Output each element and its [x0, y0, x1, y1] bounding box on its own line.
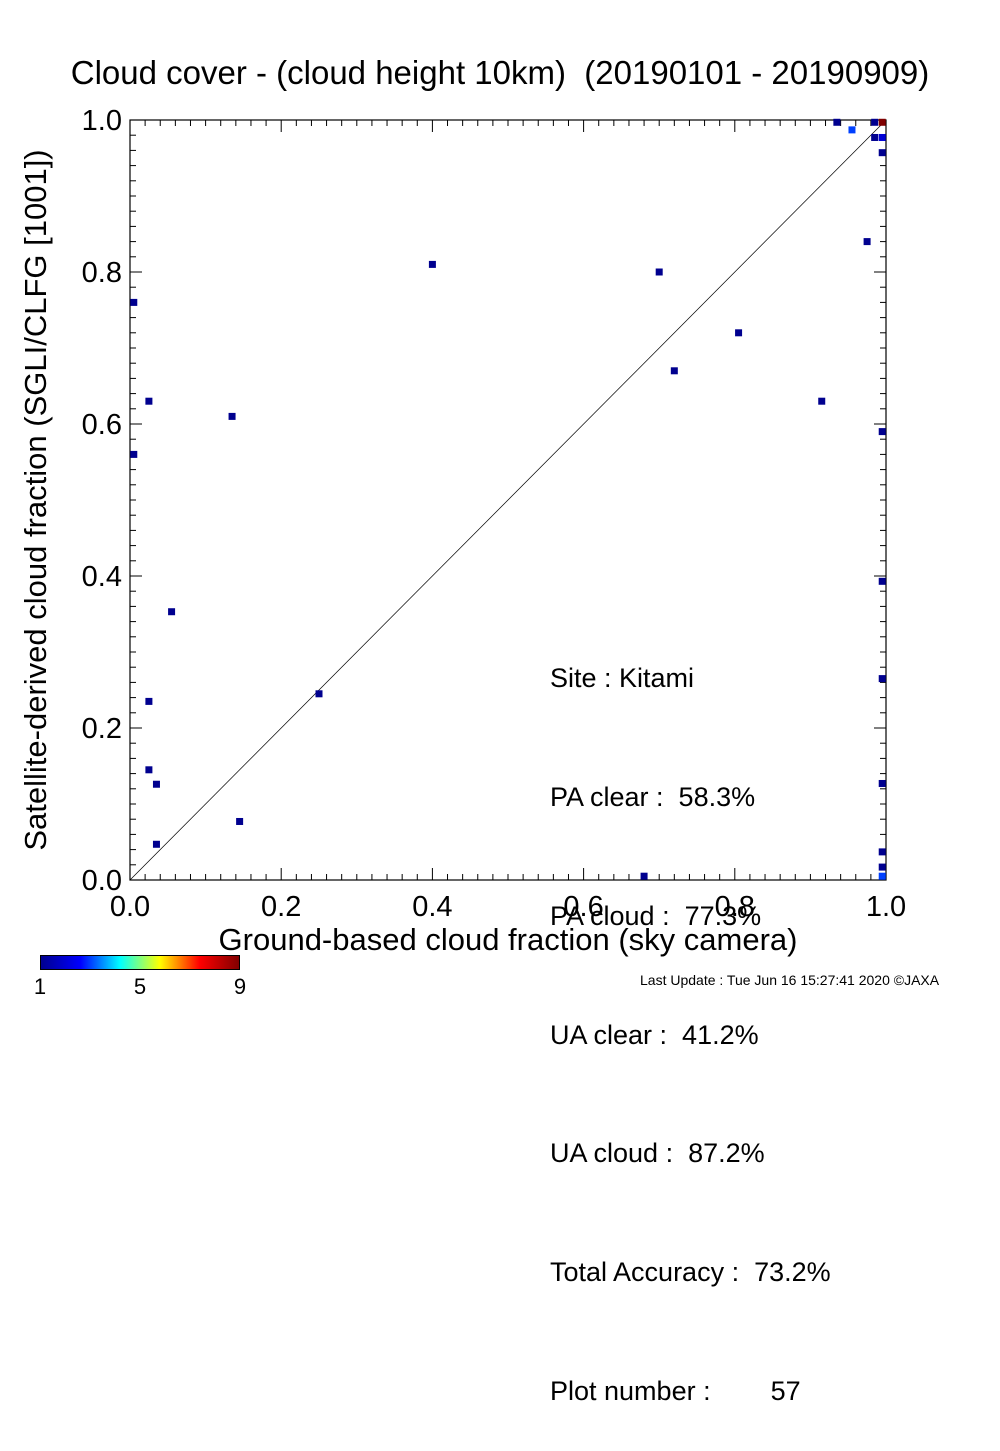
ua-clear-label: UA clear : 41.2%: [550, 1019, 759, 1050]
one-to-one-line: [129, 119, 887, 881]
data-point: [236, 817, 244, 825]
data-point: [152, 840, 160, 848]
colorbar-tick-mid: 5: [133, 974, 147, 999]
y-tick-label: 1.0: [82, 105, 122, 137]
data-point: [878, 118, 886, 126]
data-point: [878, 577, 886, 585]
data-point: [863, 238, 871, 246]
data-point: [878, 133, 886, 141]
data-point: [878, 863, 886, 871]
y-tick-label: 0.0: [82, 865, 122, 897]
data-point: [833, 118, 841, 126]
data-point: [145, 397, 153, 405]
data-point: [871, 133, 879, 141]
colorbar-tick-max: 9: [233, 974, 247, 999]
last-update-footer: Last Update : Tue Jun 16 15:27:41 2020 ©…: [640, 972, 940, 988]
data-point: [428, 260, 436, 268]
x-tick-label: 0.2: [261, 891, 301, 923]
total-accuracy-label: Total Accuracy : 73.2%: [550, 1257, 831, 1288]
ua-cloud-label: UA cloud : 87.2%: [550, 1138, 765, 1169]
stats-panel: Site : Kitami PA clear : 58.3% PA cloud …: [550, 580, 831, 1451]
data-point: [640, 872, 648, 880]
pa-cloud-label: PA cloud : 77.3%: [550, 900, 762, 931]
colorbar: [40, 955, 240, 970]
data-point: [818, 397, 826, 405]
data-point: [878, 149, 886, 157]
data-point: [735, 329, 743, 337]
data-point: [655, 268, 663, 276]
plot-number-label: Plot number : 57: [550, 1375, 801, 1406]
data-point: [878, 428, 886, 436]
y-tick-label: 0.4: [82, 561, 122, 593]
colorbar-tick-min: 1: [33, 974, 47, 999]
x-tick-label: 0.0: [110, 891, 150, 923]
data-point: [878, 848, 886, 856]
data-point: [130, 450, 138, 458]
data-point: [168, 608, 176, 616]
site-label: Site : Kitami: [550, 663, 695, 694]
scatter-plot: 0.0 0.2 0.4 0.6 0.8 1.0 0.0 0.2 0.4 0.6 0.8 1.0: [82, 105, 906, 923]
y-tick-label: 0.2: [82, 713, 122, 745]
pa-clear-label: PA clear : 58.3%: [550, 781, 756, 812]
data-point: [670, 367, 678, 375]
x-axis-label: Ground-based cloud fraction (sky camera): [218, 922, 798, 957]
x-tick-label: 0.8: [715, 891, 755, 923]
data-point: [145, 697, 153, 705]
y-tick-label: 0.8: [82, 257, 122, 289]
chart-title: Cloud cover - (cloud height 10km) (20190…: [70, 54, 930, 91]
x-tick-label: 1.0: [866, 891, 906, 923]
data-point: [315, 690, 323, 698]
data-point: [228, 412, 236, 420]
data-point: [152, 780, 160, 788]
data-point: [145, 766, 153, 774]
y-tick-label: 0.6: [82, 409, 122, 441]
data-point: [878, 675, 886, 683]
data-point: [871, 118, 879, 126]
x-tick-label: 0.6: [563, 891, 603, 923]
data-point: [878, 872, 886, 880]
data-point: [130, 298, 138, 306]
data-point: [848, 126, 856, 134]
data-point: [878, 779, 886, 787]
x-tick-label: 0.4: [412, 891, 452, 923]
